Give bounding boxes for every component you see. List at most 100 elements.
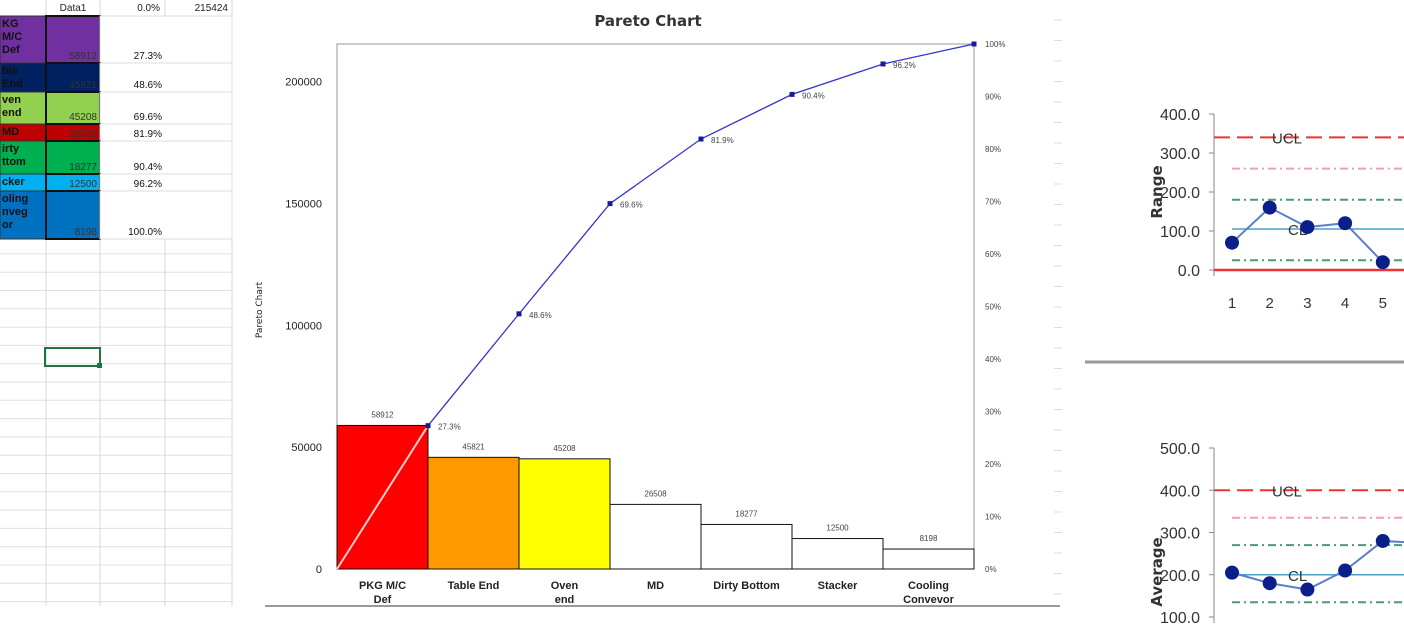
x-tick-label: 4 — [1341, 295, 1349, 312]
category-label: Convevor — [903, 594, 954, 606]
row-percent-cell — [99, 173, 233, 192]
cumulative-label: 90.4% — [802, 91, 825, 100]
right-tick-label: 70% — [985, 198, 1001, 207]
right-tick-label: 80% — [985, 145, 1001, 154]
left-tick-label: 150000 — [285, 198, 322, 210]
right-tick-label: 20% — [985, 460, 1001, 469]
chart-title: Pareto Chart — [594, 12, 701, 30]
right-tick-label: 10% — [985, 513, 1001, 522]
x-tick-label: 2 — [1266, 295, 1274, 312]
pareto-chart: Pareto Chart Pareto Chart 0 50000 100000 15… — [255, 12, 1062, 607]
data-point — [1300, 220, 1315, 235]
row-label-cell — [0, 62, 47, 93]
ucl-label: UCL — [1272, 130, 1302, 147]
category-label: Dirty Bottom — [713, 580, 780, 592]
category-label: end — [555, 594, 575, 606]
bar-value-label: 58912 — [371, 410, 394, 419]
bar — [609, 503, 702, 570]
header-total: 215424 — [195, 3, 229, 14]
row-label-text: end — [2, 107, 22, 119]
data-point — [1262, 200, 1277, 215]
row-percent-cell — [99, 190, 233, 240]
bar — [700, 523, 793, 570]
row-label-text: Def — [2, 44, 20, 56]
category-label: Stacker — [818, 580, 858, 592]
data-line — [1231, 539, 1404, 591]
category-label: Cooling — [908, 580, 949, 592]
left-tick-label: 100000 — [285, 320, 322, 332]
row-label-text: MD — [2, 126, 19, 138]
row-value: 58912 — [69, 51, 97, 62]
x-tick-label: 3 — [1303, 295, 1311, 312]
row-label-cell — [0, 140, 47, 175]
bar — [427, 456, 520, 570]
cumulative-point — [607, 201, 613, 207]
range-y-label: Range — [1148, 165, 1166, 218]
row-label-text: nveg — [2, 206, 28, 218]
row-cum-percent: 96.2% — [134, 179, 162, 190]
y-tick-label: 200.0 — [1160, 568, 1200, 585]
right-tick-label: 90% — [985, 93, 1001, 102]
row-label-text: irty — [2, 143, 20, 155]
cumulative-line — [427, 43, 975, 427]
cumulative-point — [971, 41, 977, 47]
row-value: 8198 — [75, 227, 98, 238]
data-point — [1338, 216, 1353, 231]
y-tick-label: 100.0 — [1160, 224, 1200, 241]
x-tick-label: 5 — [1379, 295, 1387, 312]
row-percent-cell — [99, 62, 233, 93]
row-percent-cell — [99, 123, 233, 142]
y-tick-label: 0.0 — [1178, 263, 1200, 280]
bar-value-label: 8198 — [920, 534, 938, 543]
header-percent: 0.0% — [137, 3, 160, 14]
data-point — [1338, 563, 1353, 578]
category-label: PKG M/C — [359, 580, 406, 592]
row-label-text: ble — [2, 65, 18, 77]
row-label-text: cker — [2, 176, 25, 188]
row-cum-percent: 90.4% — [134, 162, 162, 173]
right-tick-label: 40% — [985, 355, 1001, 364]
row-label-text: ven — [2, 94, 21, 106]
data-line — [1231, 206, 1384, 263]
row-cum-percent: 48.6% — [134, 80, 162, 91]
y-tick-label: 300.0 — [1160, 526, 1200, 543]
cumulative-point — [880, 61, 886, 67]
bar — [882, 548, 975, 570]
selected-cell[interactable] — [44, 347, 101, 367]
row-cum-percent: 100.0% — [128, 227, 162, 238]
right-tick-label: 100% — [985, 40, 1005, 49]
row-label-cell — [0, 190, 47, 240]
right-tick-label: 0% — [985, 565, 997, 574]
bar-value-label: 45208 — [553, 444, 576, 453]
cl-label: CL — [1288, 568, 1307, 585]
y-tick-label: 400.0 — [1160, 107, 1200, 124]
bar-value-label: 26508 — [644, 489, 667, 498]
row-value: 45821 — [69, 80, 97, 91]
cumulative-label: 96.2% — [893, 61, 916, 70]
row-cum-percent: 27.3% — [134, 51, 162, 62]
ucl-label: UCL — [1272, 483, 1302, 500]
row-label-text: or — [2, 219, 14, 231]
data-point — [1225, 235, 1239, 250]
y-tick-label: 300.0 — [1160, 146, 1200, 163]
y-tick-label: 500.0 — [1160, 441, 1200, 458]
bar-value-label: 12500 — [826, 524, 849, 533]
cumulative-label: 48.6% — [529, 311, 552, 320]
cumulative-label: 69.6% — [620, 201, 643, 210]
cumulative-line-segment — [336, 425, 429, 570]
data-point — [1375, 533, 1390, 548]
data-point — [1375, 255, 1390, 270]
x-tick-label: 1 — [1228, 295, 1236, 312]
bar — [791, 538, 884, 570]
cumulative-label: 27.3% — [438, 423, 461, 432]
left-tick-label: 50000 — [291, 442, 322, 454]
cumulative-point — [789, 91, 795, 97]
row-value-cell — [45, 140, 101, 175]
bar — [518, 458, 611, 570]
cumulative-point — [425, 423, 431, 429]
row-percent-cell — [99, 91, 233, 125]
cumulative-point — [516, 311, 522, 317]
